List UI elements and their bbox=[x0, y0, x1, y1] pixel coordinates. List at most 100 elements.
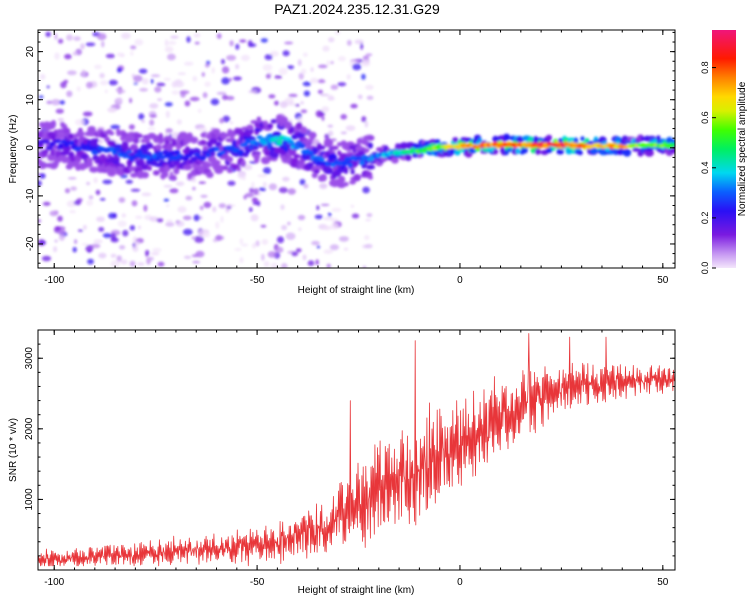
spectrogram-band-cell bbox=[656, 135, 661, 142]
spectrogram-speckle bbox=[69, 210, 76, 214]
spectrogram-speckle bbox=[94, 64, 102, 70]
spectrogram-speckle bbox=[104, 89, 108, 94]
spectrogram-band-cell bbox=[580, 136, 585, 142]
spectrogram-speckle bbox=[115, 88, 121, 92]
spectrogram-speckle bbox=[76, 86, 81, 92]
spectrogram-speckle bbox=[239, 238, 243, 245]
spectrogram-speckle bbox=[163, 198, 170, 202]
spectrogram-speckle bbox=[303, 90, 311, 97]
spectrogram-speckle bbox=[285, 232, 296, 240]
spectrogram-band-cell bbox=[231, 139, 237, 148]
spectrogram-band-cell bbox=[317, 145, 326, 150]
spectrogram-speckle bbox=[361, 60, 371, 67]
spectrogram-band-cell bbox=[366, 135, 375, 141]
spectrogram-ridge-cell bbox=[248, 145, 254, 149]
spectrogram-band-cell bbox=[115, 143, 122, 148]
spectrogram-ridge-cell bbox=[199, 155, 207, 161]
spectrogram-speckle bbox=[86, 199, 94, 206]
colorbar: 0.0 0.2 0.4 0.6 0.8 Normalized spectral ampl… bbox=[700, 30, 748, 274]
spectrogram-speckle bbox=[197, 127, 208, 132]
spectrogram-speckle bbox=[166, 204, 170, 208]
spectrogram-speckle bbox=[156, 82, 166, 87]
spectrogram-speckle bbox=[280, 204, 285, 210]
spectrogram-speckle bbox=[157, 261, 165, 267]
spectrogram-band-cell bbox=[414, 144, 421, 150]
spectrogram-speckle bbox=[64, 188, 71, 194]
spectrogram-speckle bbox=[314, 214, 323, 220]
spectrogram-speckle bbox=[365, 218, 371, 222]
spectrogram-ridge-cell bbox=[113, 146, 122, 152]
spectrogram-ridge-cell bbox=[670, 143, 675, 147]
spectrogram-band-cell bbox=[353, 173, 361, 182]
spectrogram-speckle bbox=[119, 245, 126, 250]
spectrogram-speckle bbox=[87, 258, 94, 265]
snr-x-tick-label: 0 bbox=[457, 577, 463, 588]
spectrogram-speckle bbox=[248, 43, 257, 48]
spectrogram-speckle bbox=[281, 224, 288, 231]
spectrogram-speckle bbox=[201, 72, 205, 77]
spectrogram-band-cell bbox=[228, 130, 237, 138]
spectrogram-ridge-cell bbox=[205, 153, 212, 158]
spectrogram-speckle bbox=[169, 188, 179, 194]
spectrogram-band-cell bbox=[190, 136, 198, 144]
spectrogram-speckle bbox=[338, 236, 349, 242]
spectrogram-speckle bbox=[70, 186, 77, 191]
spectrogram-speckle bbox=[257, 174, 268, 178]
spectrogram-speckle bbox=[361, 73, 366, 80]
spectrogram-speckle bbox=[200, 194, 208, 198]
spectrogram-ridge-cell bbox=[256, 135, 263, 140]
spectrogram-speckle bbox=[81, 243, 89, 246]
spectrogram-ridge-cell bbox=[57, 143, 64, 148]
spectrogram-speckle bbox=[49, 210, 59, 217]
spectrogram-speckle bbox=[101, 40, 105, 48]
spectrogram-speckle bbox=[226, 95, 235, 101]
spectrogram-speckle bbox=[239, 257, 244, 264]
spectrogram-speckle bbox=[146, 256, 154, 261]
spectrogram-x-tick-label: 0 bbox=[457, 275, 463, 286]
spectrogram-speckle bbox=[163, 184, 173, 188]
spectrogram-speckle bbox=[215, 221, 220, 229]
spectrogram-band-cell bbox=[311, 172, 318, 179]
spectrogram-speckle bbox=[365, 53, 373, 57]
spectrogram-band-cell bbox=[368, 142, 373, 149]
spectrogram-speckle bbox=[288, 93, 298, 98]
spectrogram-band-cell bbox=[293, 154, 301, 159]
spectrogram-speckle bbox=[171, 90, 179, 95]
spectrogram-band-cell bbox=[85, 157, 93, 164]
spectrogram-band-cell bbox=[256, 116, 262, 122]
spectrogram-speckle bbox=[86, 181, 91, 186]
spectrogram-speckle bbox=[297, 59, 302, 66]
spectrogram-speckle bbox=[93, 239, 103, 244]
spectrogram-band-cell bbox=[116, 128, 121, 137]
spectrogram-speckle bbox=[276, 236, 285, 244]
spectrogram-speckle bbox=[298, 72, 304, 80]
spectrogram-speckle bbox=[156, 218, 164, 223]
spectrogram-speckle bbox=[183, 255, 192, 259]
spectrogram-speckle bbox=[105, 53, 115, 59]
snr-panel: -100 -50 0 50 1000 2000 3000 Height of straigh… bbox=[8, 329, 676, 596]
spectrogram-band-cell bbox=[320, 173, 327, 182]
spectrogram-band-cell bbox=[349, 180, 356, 185]
spectrogram-speckle bbox=[248, 90, 257, 94]
spectrogram-speckle bbox=[233, 76, 242, 81]
spectrogram-ridge-cell bbox=[69, 140, 75, 146]
spectrogram-speckle bbox=[222, 115, 231, 123]
spectrogram-speckle bbox=[281, 263, 288, 268]
spectrogram-speckle bbox=[39, 173, 46, 179]
spectrogram-y-tick-label: -10 bbox=[25, 188, 36, 203]
spectrogram-speckle bbox=[175, 220, 185, 227]
spectrogram-speckle bbox=[129, 225, 136, 231]
spectrogram-speckle bbox=[203, 201, 212, 208]
colorbar-tick-label: 0.6 bbox=[700, 111, 710, 124]
spectrogram-x-tick-label: -100 bbox=[44, 275, 64, 286]
spectrogram-speckle bbox=[352, 63, 362, 71]
spectrogram-speckle bbox=[262, 64, 273, 71]
spectrogram-band-cell bbox=[109, 131, 115, 136]
spectrogram-speckle bbox=[295, 248, 302, 253]
spectrogram-speckle bbox=[239, 39, 247, 43]
spectrogram-speckle bbox=[66, 34, 73, 41]
spectrogram-speckle bbox=[134, 241, 140, 246]
spectrogram-speckle bbox=[291, 251, 299, 257]
spectrogram-speckle bbox=[263, 261, 270, 267]
